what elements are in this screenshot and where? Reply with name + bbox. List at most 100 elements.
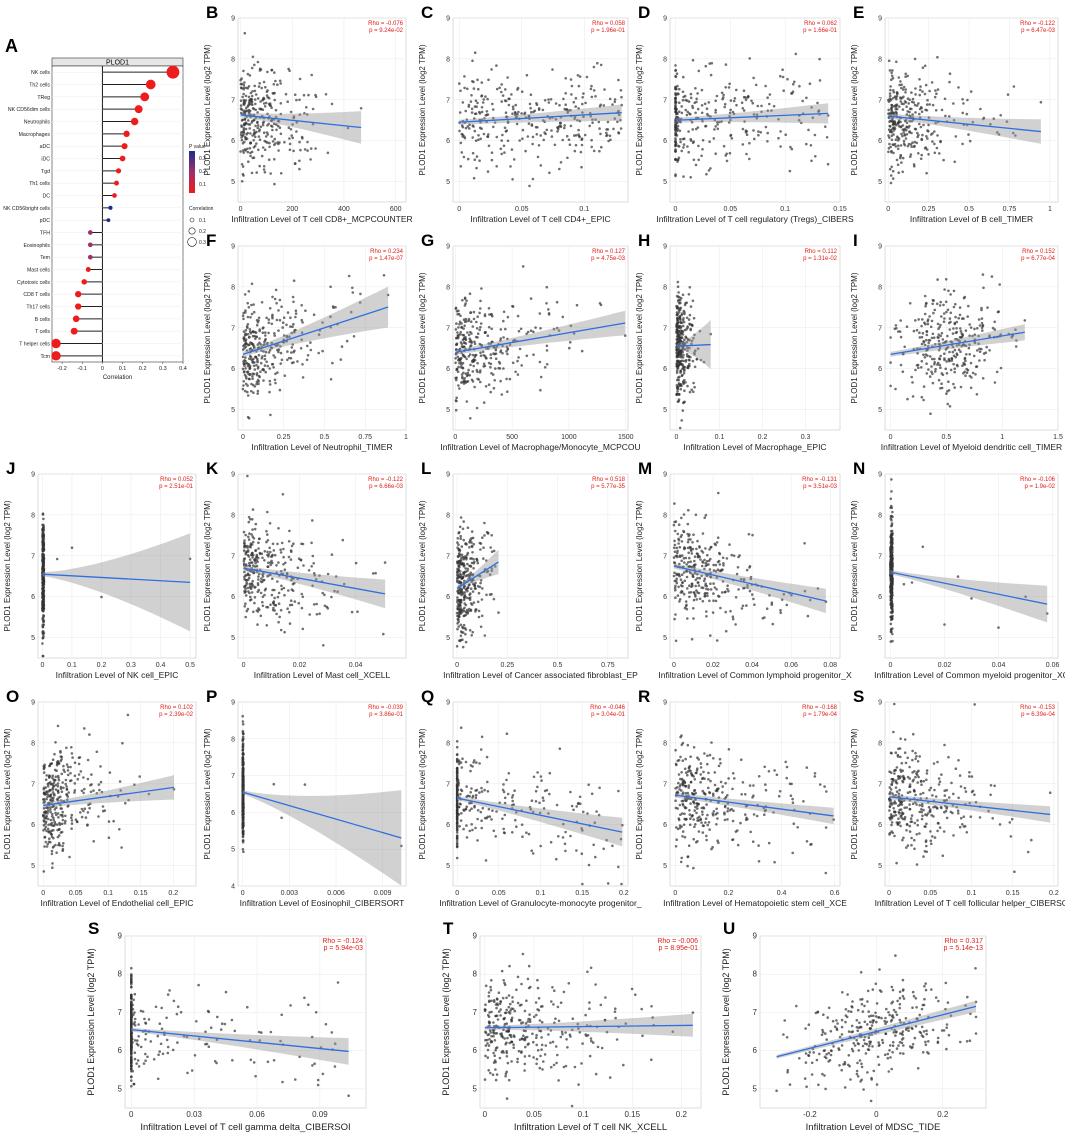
data-point [270,135,273,138]
data-point [694,87,697,90]
data-point [477,87,480,91]
data-point [696,92,699,95]
x-tick-label: 0.2 [168,890,178,897]
data-point [251,377,254,380]
data-point [90,773,93,776]
plot-frame [452,473,629,659]
data-point [289,110,293,114]
data-point [311,519,314,522]
data-point [314,95,318,99]
data-point [69,765,72,769]
p-annotation: p = 1.96e-01 [591,28,626,34]
panel-a-letter: A [5,36,18,56]
data-point [969,386,973,390]
data-point [486,113,490,116]
data-point [246,370,250,373]
data-point [680,533,683,537]
data-point [717,491,720,495]
data-point [323,593,326,597]
data-point [931,298,935,302]
data-point [536,155,540,159]
x-tick-label: 0.3 [159,366,167,372]
data-point [972,354,976,358]
data-point [714,111,717,114]
data-point [346,126,350,130]
data-point [988,349,991,352]
data-point [771,622,775,626]
data-point [940,315,943,318]
data-point [246,390,249,394]
data-point [250,598,253,601]
data-point [955,330,959,334]
data-point [55,557,59,561]
data-point [744,96,747,99]
data-point [474,353,478,357]
x-tick-label: 0.2 [139,366,147,372]
data-point [289,558,293,561]
data-point [463,324,466,327]
data-point [921,133,924,137]
data-point [468,374,471,377]
data-point [256,623,259,626]
data-point [943,358,946,362]
data-point [249,154,252,158]
data-point [792,82,795,86]
x-tick-label: 0.06 [784,662,798,669]
data-point [296,360,299,363]
y-tick-label: 5 [878,407,882,414]
data-point [475,406,479,410]
data-point [458,129,461,133]
data-point [705,107,709,110]
data-point [516,88,519,91]
data-point [474,610,477,613]
data-point [947,289,950,293]
data-point [999,366,1003,370]
data-point [456,596,459,599]
rho-annotation: Rho = 0.112 [805,249,838,255]
data-point [482,354,485,357]
data-point [904,72,907,76]
data-point [41,540,44,544]
panel-letter: G [421,231,434,250]
data-point [458,559,461,563]
data-point [674,123,677,127]
data-point [899,120,902,124]
data-point [273,98,276,102]
data-point [918,122,921,126]
data-point [680,111,684,115]
data-point [890,78,893,81]
data-point [53,752,56,756]
data-point [913,127,917,131]
data-point [909,153,913,156]
data-point [594,95,597,98]
data-point [592,65,596,69]
data-point [538,360,542,364]
x-tick-label: 0.5 [553,662,563,669]
data-point [471,359,474,363]
data-point [948,317,952,320]
data-point [965,353,968,356]
data-point [962,317,965,320]
data-point [824,125,827,128]
data-point [577,84,581,88]
x-tick-label: 0 [675,434,679,441]
data-point [715,639,719,642]
data-point [765,607,769,610]
data-point [267,96,271,100]
data-point [728,114,731,118]
data-point [896,147,900,151]
data-point [902,139,906,143]
data-point [46,782,50,786]
data-point [569,341,572,344]
data-point [697,554,700,558]
data-point [919,106,923,109]
data-point [456,569,459,573]
data-point [272,366,275,369]
data-point [292,350,295,354]
data-point [965,112,969,116]
data-point [894,324,898,327]
data-point [692,381,695,385]
data-point [547,98,550,101]
data-point [993,320,996,324]
data-point [676,280,680,284]
